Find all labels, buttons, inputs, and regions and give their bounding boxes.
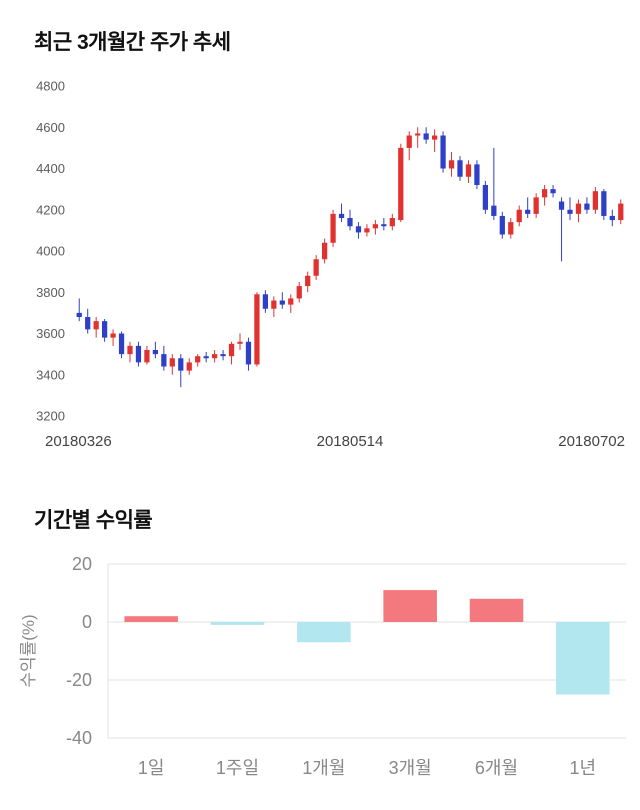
svg-text:3400: 3400 — [36, 367, 65, 382]
price-chart-canvas: 3200 3400 3600 3800 4000 4200 4400 4600 4800 2018… — [36, 79, 625, 451]
svg-text:20180326: 20180326 — [45, 433, 112, 450]
svg-text:4600: 4600 — [36, 120, 65, 135]
svg-text:4800: 4800 — [36, 79, 65, 94]
svg-text:20180514: 20180514 — [317, 433, 384, 450]
svg-text:1일: 1일 — [138, 758, 165, 778]
svg-text:6개월: 6개월 — [475, 758, 518, 778]
svg-text:3600: 3600 — [36, 326, 65, 341]
svg-text:0: 0 — [82, 612, 92, 632]
svg-text:1주일: 1주일 — [216, 758, 259, 778]
svg-text:3200: 3200 — [36, 409, 65, 424]
returns-chart-canvas: 20 0 -20 -40 1일 1주일 1개월 3개월 6개월 1년 수익률(%) — [19, 554, 626, 778]
svg-text:4400: 4400 — [36, 161, 65, 176]
svg-text:1년: 1년 — [570, 758, 597, 778]
returns-chart-title: 기간별 수익률 — [34, 509, 153, 532]
price-chart: 3200 3400 3600 3800 4000 4200 4400 4600 4800 2018… — [0, 70, 640, 462]
returns-chart: 20 0 -20 -40 1일 1주일 1개월 3개월 6개월 1년 수익률(%) — [0, 548, 640, 788]
svg-text:-40: -40 — [66, 728, 92, 748]
svg-text:3800: 3800 — [36, 285, 65, 300]
svg-text:4200: 4200 — [36, 202, 65, 217]
svg-text:4000: 4000 — [36, 244, 65, 259]
svg-text:3개월: 3개월 — [389, 758, 432, 778]
svg-text:-20: -20 — [66, 670, 92, 690]
svg-text:20: 20 — [72, 554, 92, 574]
price-chart-title: 최근 3개월간 주가 추세 — [34, 31, 231, 54]
svg-text:1개월: 1개월 — [302, 758, 345, 778]
svg-text:20180702: 20180702 — [558, 433, 625, 450]
svg-text:수익률(%): 수익률(%) — [19, 614, 38, 687]
